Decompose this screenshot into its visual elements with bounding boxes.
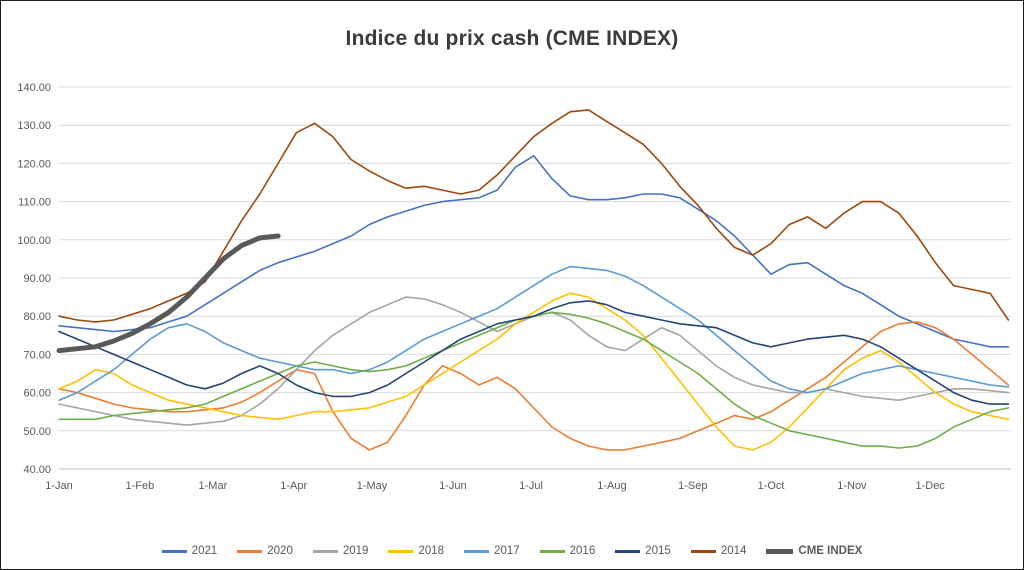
y-tick-label: 60.00 (23, 388, 51, 400)
legend-line-sample-2020 (237, 549, 263, 553)
y-tick-label: 40.00 (23, 464, 51, 476)
legend-line-sample-2018 (388, 549, 414, 553)
legend-item-2021: 2021 (161, 545, 218, 557)
legend-line-sample-2021 (161, 549, 187, 553)
series-line-2021 (58, 155, 1010, 348)
line-chart-plot-area: 40.00 50.00 60.00 70.00 80.00 90.00 100.00 110.… (17, 82, 1011, 492)
series-line-2015 (58, 300, 1010, 405)
legend-line-sample-2015 (615, 549, 641, 553)
legend-item-2017: 2017 (464, 545, 520, 557)
y-tick-label: 70.00 (23, 349, 51, 361)
series-line-2017 (58, 265, 1010, 402)
series-line-2016 (58, 311, 1010, 449)
legend-line-sample-cme-index (766, 548, 794, 554)
legend-line-sample-2014 (690, 549, 716, 553)
legend-item-2018: 2018 (388, 545, 444, 557)
y-tick-label: 140.00 (17, 82, 51, 94)
y-tick-label: 50.00 (23, 426, 51, 438)
y-tick-label: 110.00 (18, 197, 51, 209)
y-tick-label: 100.00 (17, 235, 51, 247)
x-tick-label: 1-Jan (45, 480, 73, 492)
x-tick-label: 1-Aug (597, 480, 626, 492)
series-line-2018 (58, 292, 1010, 451)
series-line-2014 (58, 109, 1010, 323)
y-tick-label: 130.00 (17, 120, 51, 132)
x-tick-label: 1-Jul (519, 480, 543, 492)
legend-label: 2017 (494, 545, 520, 557)
legend-label: 2021 (191, 545, 218, 557)
x-tick-label: 1-Mar (199, 480, 228, 492)
x-tick-label: 1-May (357, 480, 388, 492)
legend-label: 2019 (342, 545, 369, 557)
series-line-cme-index (56, 233, 281, 354)
legend-item-2019: 2019 (312, 545, 369, 557)
legend-item-2014: 2014 (690, 545, 747, 557)
x-tick-label: 1-Oct (758, 480, 785, 492)
chart-title: Indice du prix cash (CME INDEX) (345, 27, 679, 50)
legend-label: 2014 (720, 545, 747, 557)
x-tick-label: 1-Jun (439, 480, 467, 492)
legend-item-cme-index: CME INDEX (766, 545, 862, 557)
legend-item-2020: 2020 (237, 545, 293, 557)
legend-item-2015: 2015 (615, 545, 671, 557)
legend-line-sample-2019 (312, 549, 338, 553)
legend-line-sample-2017 (464, 549, 490, 553)
legend-label: CME INDEX (798, 545, 863, 557)
series-line-2020 (58, 321, 1010, 451)
legend-item-2016: 2016 (539, 545, 596, 557)
legend-label: 2018 (418, 545, 445, 557)
x-tick-label: 1-Sep (678, 480, 707, 492)
y-tick-label: 90.00 (23, 273, 51, 285)
x-tick-label: 1-Apr (280, 480, 307, 492)
y-tick-label: 120.00 (17, 158, 51, 170)
y-tick-label: 80.00 (23, 311, 51, 323)
legend-line-sample-2016 (539, 549, 565, 553)
legend-label: 2020 (267, 545, 293, 557)
x-tick-label: 1-Dec (915, 480, 945, 492)
legend-label: 2016 (569, 545, 596, 557)
chart-legend: 2021 2020 2019 2018 2017 2016 2015 2014 … (1, 545, 1023, 557)
x-tick-label: 1-Feb (125, 480, 154, 492)
x-tick-label: 1-Nov (837, 480, 867, 492)
legend-label: 2015 (645, 545, 671, 557)
